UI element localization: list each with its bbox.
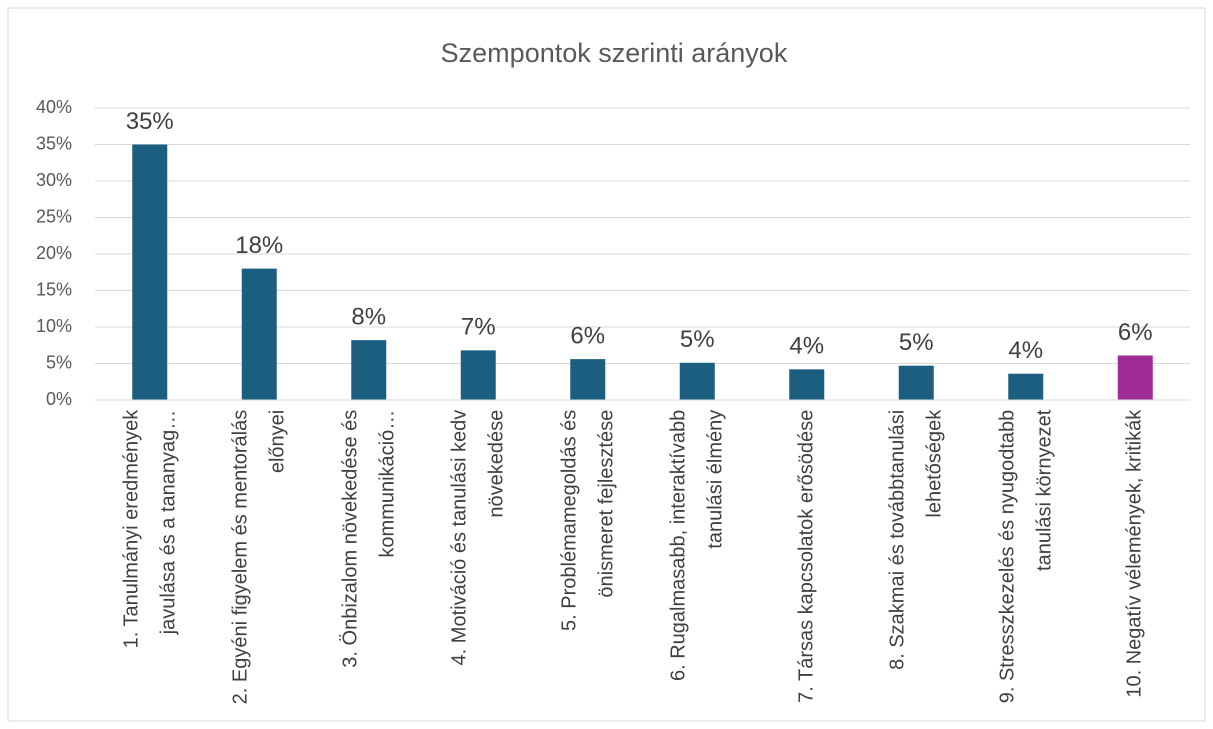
data-label: 7% bbox=[461, 314, 496, 341]
data-label: 18% bbox=[235, 232, 283, 259]
bar bbox=[351, 340, 387, 400]
y-tick-label: 30% bbox=[36, 170, 72, 190]
x-tick-label: 7. Társas kapcsolatok erősödése bbox=[795, 410, 818, 704]
data-label: 5% bbox=[899, 329, 934, 356]
y-tick-label: 20% bbox=[36, 243, 72, 263]
x-tick-label: 6. Rugalmasabb, interaktívabb tanulási é… bbox=[667, 410, 727, 682]
data-label: 35% bbox=[126, 108, 174, 135]
x-tick-label: 2. Egyéni figyelem és mentorálás előnyei bbox=[229, 410, 289, 705]
bar bbox=[898, 365, 934, 400]
y-tick-label: 0% bbox=[46, 389, 72, 409]
bar bbox=[789, 369, 825, 400]
x-tick-label: 10. Negatív vélemények, kritikák bbox=[1123, 410, 1146, 698]
y-tick-label: 35% bbox=[36, 133, 72, 153]
x-tick-label: 3. Önbizalom növekedése és kommunikáció… bbox=[338, 410, 398, 668]
x-tick-label: 5. Problémamegoldás és önismeret fejlesz… bbox=[557, 410, 617, 632]
x-tick-label: 9. Stresszkezelés és nyugodtabb tanulási… bbox=[995, 410, 1055, 704]
bar bbox=[570, 359, 606, 400]
x-tick-label: 8. Szakmai és továbbtanulási lehetőségek bbox=[886, 410, 946, 671]
bar bbox=[460, 350, 496, 400]
data-label: 4% bbox=[789, 333, 824, 360]
bar bbox=[1008, 373, 1044, 400]
x-tick-label: 4. Motiváció és tanulási kedv növekedése bbox=[448, 410, 508, 666]
data-label: 6% bbox=[1118, 319, 1153, 346]
y-tick-label: 5% bbox=[46, 352, 72, 372]
data-label: 6% bbox=[570, 322, 605, 349]
bar bbox=[679, 362, 715, 400]
y-tick-label: 40% bbox=[36, 97, 72, 117]
y-tick-label: 10% bbox=[36, 316, 72, 336]
data-label: 4% bbox=[1008, 337, 1043, 364]
y-tick-label: 25% bbox=[36, 206, 72, 226]
chart-border bbox=[7, 7, 1206, 722]
bar bbox=[241, 268, 277, 400]
bar bbox=[1117, 355, 1153, 400]
y-tick-label: 15% bbox=[36, 279, 72, 299]
data-label: 8% bbox=[351, 303, 386, 330]
data-label: 5% bbox=[680, 326, 715, 353]
chart-title: Szempontok szerinti arányok bbox=[441, 38, 788, 68]
x-tick-label: 1. Tanulmányi eredmények javulása és a t… bbox=[119, 410, 179, 649]
bar bbox=[132, 144, 168, 400]
